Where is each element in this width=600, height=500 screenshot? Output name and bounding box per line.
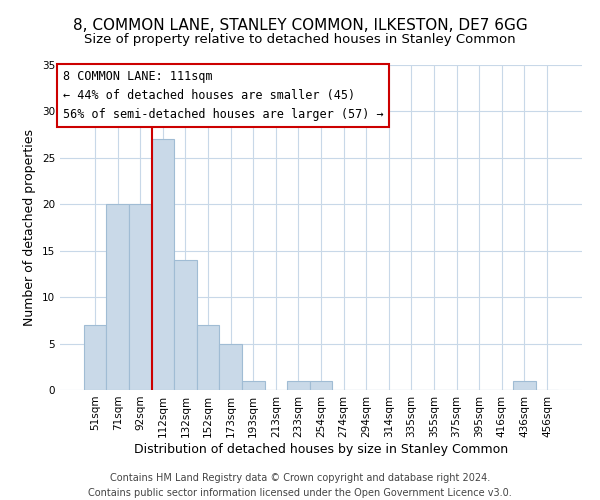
Bar	[513, 380, 536, 390]
Text: 8, COMMON LANE, STANLEY COMMON, ILKESTON, DE7 6GG: 8, COMMON LANE, STANLEY COMMON, ILKESTON…	[73, 18, 527, 32]
Text: Size of property relative to detached houses in Stanley Common: Size of property relative to detached ho…	[84, 32, 516, 46]
Text: 8 COMMON LANE: 111sqm
← 44% of detached houses are smaller (45)
56% of semi-deta: 8 COMMON LANE: 111sqm ← 44% of detached …	[62, 70, 383, 121]
Bar	[310, 380, 332, 390]
Bar	[220, 344, 242, 390]
Y-axis label: Number of detached properties: Number of detached properties	[23, 129, 37, 326]
Bar	[242, 380, 265, 390]
Bar	[129, 204, 152, 390]
Bar	[197, 325, 220, 390]
Bar	[106, 204, 129, 390]
Bar	[152, 140, 174, 390]
X-axis label: Distribution of detached houses by size in Stanley Common: Distribution of detached houses by size …	[134, 442, 508, 456]
Bar	[84, 325, 106, 390]
Text: Contains HM Land Registry data © Crown copyright and database right 2024.
Contai: Contains HM Land Registry data © Crown c…	[88, 472, 512, 498]
Bar	[287, 380, 310, 390]
Bar	[174, 260, 197, 390]
